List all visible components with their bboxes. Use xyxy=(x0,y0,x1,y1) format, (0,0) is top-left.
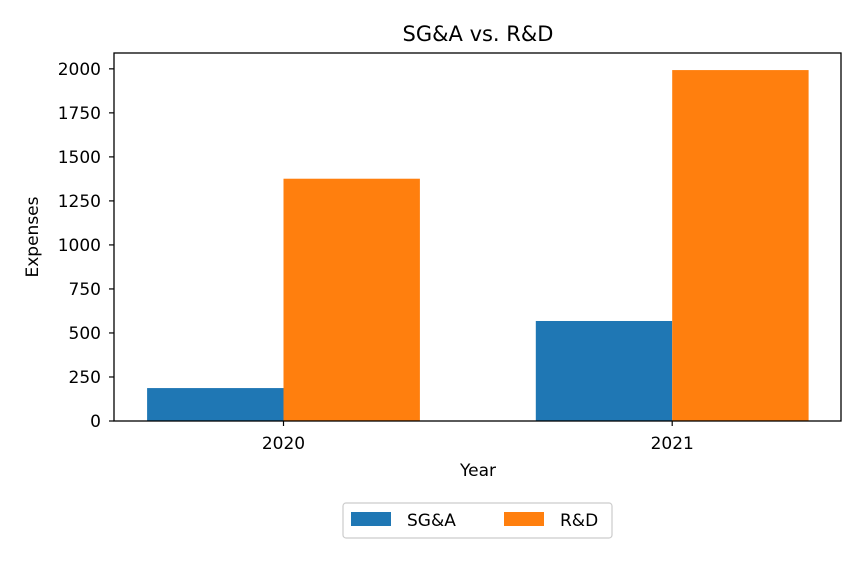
legend-swatch-rd xyxy=(504,512,544,526)
bar-sga-2021 xyxy=(535,320,673,421)
legend: SG&A R&D xyxy=(342,502,613,539)
y-axis-label: Expenses xyxy=(23,196,43,277)
bar-sga-2020 xyxy=(147,388,284,421)
y-tick-label: 250 xyxy=(69,368,101,388)
y-tick-label: 1750 xyxy=(58,104,101,124)
y-tick-label: 1500 xyxy=(58,148,101,168)
x-tick-label: 2021 xyxy=(651,434,694,454)
legend-swatch-sga xyxy=(351,512,391,526)
y-tick-label: 500 xyxy=(69,324,101,344)
x-tick-label: 2020 xyxy=(262,434,305,454)
plot-frame xyxy=(113,52,842,422)
y-tick-label: 1250 xyxy=(58,192,101,212)
y-tick-label: 2000 xyxy=(58,60,101,80)
bars-layer xyxy=(147,70,809,422)
x-axis-label: Year xyxy=(459,461,496,481)
y-tick-label: 1000 xyxy=(58,236,101,256)
chart-title: SG&A vs. R&D xyxy=(403,22,554,46)
y-axis: 0 250 500 750 1000 1250 1500 1750 2000 xyxy=(58,60,114,432)
y-tick-label: 0 xyxy=(90,412,101,432)
y-tick-label: 750 xyxy=(69,280,101,300)
bar-rd-2021 xyxy=(672,70,809,422)
legend-frame xyxy=(342,502,613,539)
legend-label-sga: SG&A xyxy=(407,511,456,531)
x-axis: 2020 2021 xyxy=(262,421,694,454)
legend-label-rd: R&D xyxy=(560,511,598,531)
bar-rd-2020 xyxy=(283,178,420,421)
